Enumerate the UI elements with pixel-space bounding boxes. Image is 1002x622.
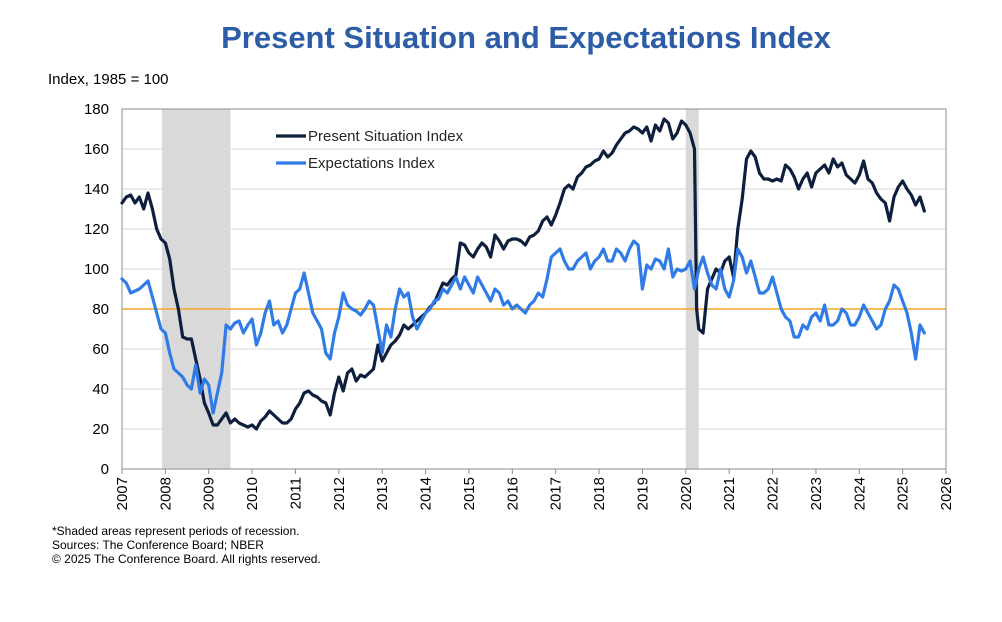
x-tick-label: 2020 bbox=[678, 477, 695, 510]
x-tick-label: 2024 bbox=[851, 477, 868, 510]
x-tick-label: 2016 bbox=[504, 477, 521, 510]
x-tick-label: 2009 bbox=[201, 477, 218, 510]
x-tick-label: 2007 bbox=[114, 477, 131, 510]
x-tick-label: 2026 bbox=[938, 477, 955, 510]
legend-label: Present Situation Index bbox=[308, 128, 464, 145]
plot-area-border bbox=[121, 108, 947, 470]
x-tick-label: 2017 bbox=[548, 477, 565, 510]
copyright-footnote: © 2025 The Conference Board. All rights … bbox=[52, 552, 321, 566]
x-tick-label: 2021 bbox=[721, 477, 738, 510]
expectations-series-line bbox=[120, 239, 926, 415]
legend-background bbox=[272, 123, 482, 147]
x-tick-label: 2012 bbox=[331, 477, 348, 510]
y-tick-label: 20 bbox=[92, 421, 109, 438]
x-tick-label: 2018 bbox=[591, 477, 608, 510]
x-tick-label: 2008 bbox=[157, 477, 174, 510]
y-tick-label: 40 bbox=[92, 381, 109, 398]
x-tick-label: 2022 bbox=[765, 477, 782, 510]
recession-band-1 bbox=[161, 109, 231, 469]
y-tick-label: 100 bbox=[84, 261, 109, 278]
legend-label: Expectations Index bbox=[308, 155, 435, 172]
present-situation-series-line bbox=[120, 117, 926, 431]
y-tick-label: 80 bbox=[92, 301, 109, 318]
gridlines bbox=[122, 148, 946, 430]
x-tick-label: 2015 bbox=[461, 477, 478, 510]
sources-footnote: Sources: The Conference Board; NBER bbox=[52, 538, 264, 552]
x-tick-label: 2019 bbox=[634, 477, 651, 510]
x-tick-label: 2023 bbox=[808, 477, 825, 510]
y-tick-label: 120 bbox=[84, 221, 109, 238]
x-tick-label: 2025 bbox=[895, 477, 912, 510]
series-lines bbox=[120, 117, 926, 431]
y-axis: 0 20 40 60 80 100 120 140 160 180 bbox=[84, 101, 109, 478]
x-tick-label: 2010 bbox=[244, 477, 261, 510]
x-tick-label: 2011 bbox=[287, 477, 304, 509]
y-tick-label: 60 bbox=[92, 341, 109, 358]
y-axis-unit-label: Index, 1985 = 100 bbox=[48, 71, 169, 88]
chart-title: Present Situation and Expectations Index bbox=[221, 20, 831, 55]
recession-footnote: *Shaded areas represent periods of reces… bbox=[52, 524, 300, 538]
x-tick-label: 2013 bbox=[374, 477, 391, 510]
y-tick-label: 0 bbox=[101, 461, 109, 478]
legend-background bbox=[272, 150, 482, 174]
legend: Present Situation Index Expectations Inde… bbox=[272, 123, 482, 174]
y-tick-label: 140 bbox=[84, 181, 109, 198]
y-tick-label: 160 bbox=[84, 141, 109, 158]
x-axis: 2007 2008 2009 2010 2011 2012 2013 2014 2015 2016… bbox=[114, 469, 955, 510]
x-tick-label: 2014 bbox=[418, 477, 435, 510]
y-tick-label: 180 bbox=[84, 101, 109, 118]
